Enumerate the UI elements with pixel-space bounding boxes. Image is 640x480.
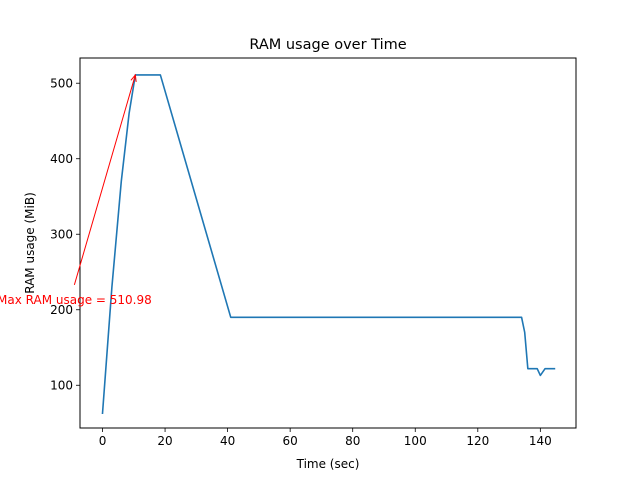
- x-tick-label: 60: [283, 434, 298, 448]
- x-axis-ticks: 0 20 40 60 80 100 120 140: [99, 428, 552, 448]
- plot-area: [80, 58, 576, 428]
- chart-title: RAM usage over Time: [249, 37, 406, 53]
- series-line-0: [101, 74, 556, 415]
- annotation-arrowhead-0: [130, 73, 137, 82]
- annotation-layer: Max RAM usage = 510.98: [0, 73, 152, 307]
- y-tick-label: 400: [50, 152, 73, 166]
- annotation-label-0: Max RAM usage = 510.98: [0, 293, 152, 307]
- x-tick-label: 100: [404, 434, 427, 448]
- y-axis-ticks: 100 200 300 400 500: [50, 77, 80, 393]
- x-axis-label: Time (sec): [296, 457, 360, 471]
- x-tick-label: 120: [466, 434, 489, 448]
- annotation-arrow-0: [73, 74, 136, 285]
- x-tick-label: 0: [99, 434, 107, 448]
- y-tick-label: 200: [50, 303, 73, 317]
- x-tick-label: 80: [345, 434, 360, 448]
- y-tick-label: 100: [50, 379, 73, 393]
- y-tick-label: 300: [50, 228, 73, 242]
- y-tick-label: 500: [50, 77, 73, 91]
- y-axis-label: RAM usage (MiB): [23, 192, 37, 294]
- x-tick-label: 20: [157, 434, 172, 448]
- x-tick-label: 40: [220, 434, 235, 448]
- plot-frame: [79, 57, 577, 429]
- series-layer: [101, 74, 556, 415]
- x-tick-label: 140: [529, 434, 552, 448]
